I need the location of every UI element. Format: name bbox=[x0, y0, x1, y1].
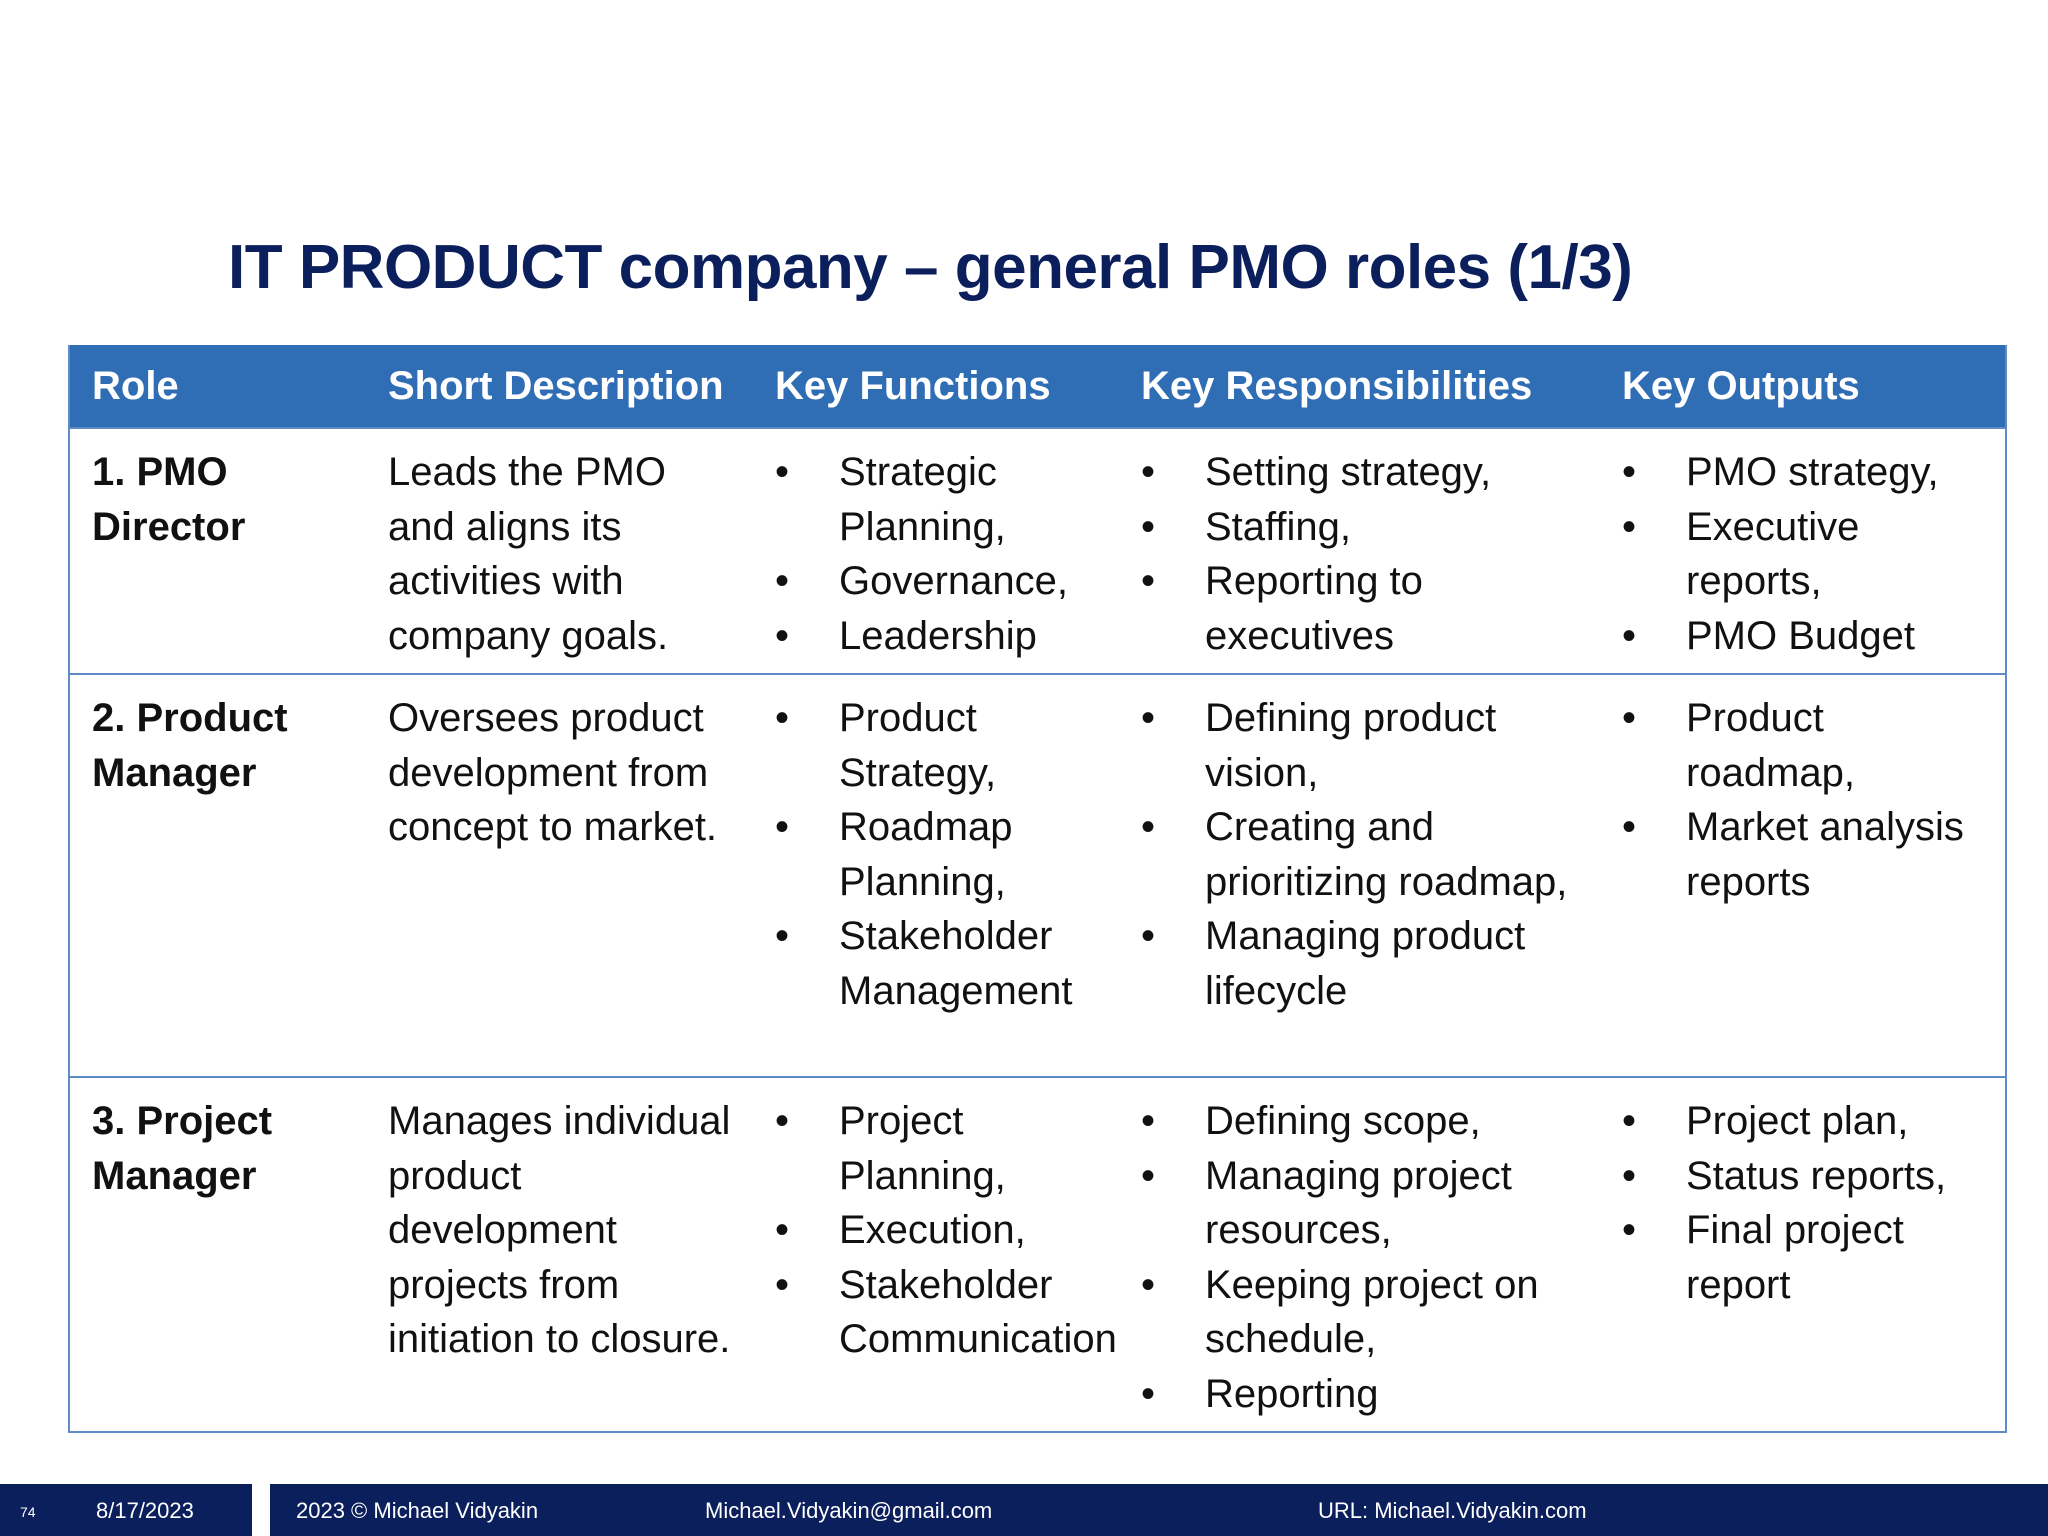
list-item: Product Strategy, bbox=[775, 691, 1109, 800]
slide-title: IT PRODUCT company – general PMO roles (… bbox=[228, 233, 1633, 302]
list-item: Project Planning, bbox=[775, 1094, 1109, 1203]
footer-bar: 74 8/17/2023 2023 © Michael Vidyakin Mic… bbox=[0, 1484, 2048, 1536]
page-number: 74 bbox=[20, 1504, 36, 1520]
outputs-cell: PMO strategy, Executive reports, PMO Bud… bbox=[1600, 428, 2006, 674]
list-item: Executive reports, bbox=[1622, 500, 1995, 609]
header-key-responsibilities: Key Responsibilities bbox=[1141, 363, 1533, 408]
role-cell: 1. PMO Director bbox=[92, 450, 246, 549]
functions-cell: Strategic Planning, Governance, Leadersh… bbox=[753, 428, 1119, 674]
list-item: Status reports, bbox=[1622, 1149, 1995, 1204]
functions-cell: Product Strategy, Roadmap Planning, Stak… bbox=[753, 674, 1119, 1077]
list-item: Creating and prioritizing roadmap, bbox=[1141, 800, 1590, 909]
table-header-row: Role Short Description Key Functions Key… bbox=[69, 345, 2006, 428]
outputs-cell: Product roadmap, Market analysis reports bbox=[1600, 674, 2006, 1077]
list-item: PMO strategy, bbox=[1622, 445, 1995, 500]
list-item: Managing product lifecycle bbox=[1141, 909, 1590, 1018]
list-item: Defining product vision, bbox=[1141, 691, 1590, 800]
table-row: 3. Project Manager Manages individual pr… bbox=[69, 1077, 2006, 1432]
list-item: Strategic Planning, bbox=[775, 445, 1109, 554]
responsibilities-cell: Defining scope, Managing project resourc… bbox=[1119, 1077, 1600, 1432]
list-item: Staffing, bbox=[1141, 500, 1590, 555]
role-cell: 2. Product Manager bbox=[92, 696, 288, 795]
list-item: Reporting to executives bbox=[1141, 554, 1590, 663]
list-item: Managing project resources, bbox=[1141, 1149, 1590, 1258]
list-item: Defining scope, bbox=[1141, 1094, 1590, 1149]
list-item: Governance, bbox=[775, 554, 1109, 609]
responsibilities-cell: Setting strategy, Staffing, Reporting to… bbox=[1119, 428, 1600, 674]
list-item: Leadership bbox=[775, 609, 1109, 664]
list-item: Product roadmap, bbox=[1622, 691, 1995, 800]
list-item: Final project report bbox=[1622, 1203, 1995, 1312]
footer-copyright: 2023 © Michael Vidyakin bbox=[296, 1498, 539, 1523]
list-item: Stakeholder Management bbox=[775, 909, 1109, 1018]
list-item: Keeping project on schedule, bbox=[1141, 1258, 1590, 1367]
functions-cell: Project Planning, Execution, Stakeholder… bbox=[753, 1077, 1119, 1432]
footer-date: 8/17/2023 bbox=[96, 1498, 194, 1523]
description-cell: Manages individual product development p… bbox=[388, 1099, 731, 1361]
list-item: Reporting bbox=[1141, 1367, 1590, 1422]
list-item: Project plan, bbox=[1622, 1094, 1995, 1149]
footer-divider bbox=[252, 1484, 270, 1536]
role-cell: 3. Project Manager bbox=[92, 1099, 273, 1198]
list-item: Setting strategy, bbox=[1141, 445, 1590, 500]
responsibilities-cell: Defining product vision, Creating and pr… bbox=[1119, 674, 1600, 1077]
table-row: 2. Product Manager Oversees product deve… bbox=[69, 674, 2006, 1077]
list-item: Stakeholder Communication bbox=[775, 1258, 1117, 1367]
description-cell: Leads the PMO and aligns its activities … bbox=[388, 450, 669, 658]
list-item: PMO Budget bbox=[1622, 609, 1995, 664]
footer-url: URL: Michael.Vidyakin.com bbox=[1318, 1498, 1587, 1523]
outputs-cell: Project plan, Status reports, Final proj… bbox=[1600, 1077, 2006, 1432]
description-cell: Oversees product development from concep… bbox=[388, 696, 718, 849]
list-item: Market analysis reports bbox=[1622, 800, 1995, 909]
header-key-outputs: Key Outputs bbox=[1622, 363, 1860, 408]
header-key-functions: Key Functions bbox=[775, 363, 1051, 408]
list-item: Roadmap Planning, bbox=[775, 800, 1109, 909]
list-item: Execution, bbox=[775, 1203, 1109, 1258]
roles-table: Role Short Description Key Functions Key… bbox=[68, 345, 2007, 1433]
header-role: Role bbox=[92, 363, 179, 408]
footer-email: Michael.Vidyakin@gmail.com bbox=[705, 1498, 993, 1523]
table-row: 1. PMO Director Leads the PMO and aligns… bbox=[69, 428, 2006, 674]
header-short-description: Short Description bbox=[388, 363, 724, 408]
